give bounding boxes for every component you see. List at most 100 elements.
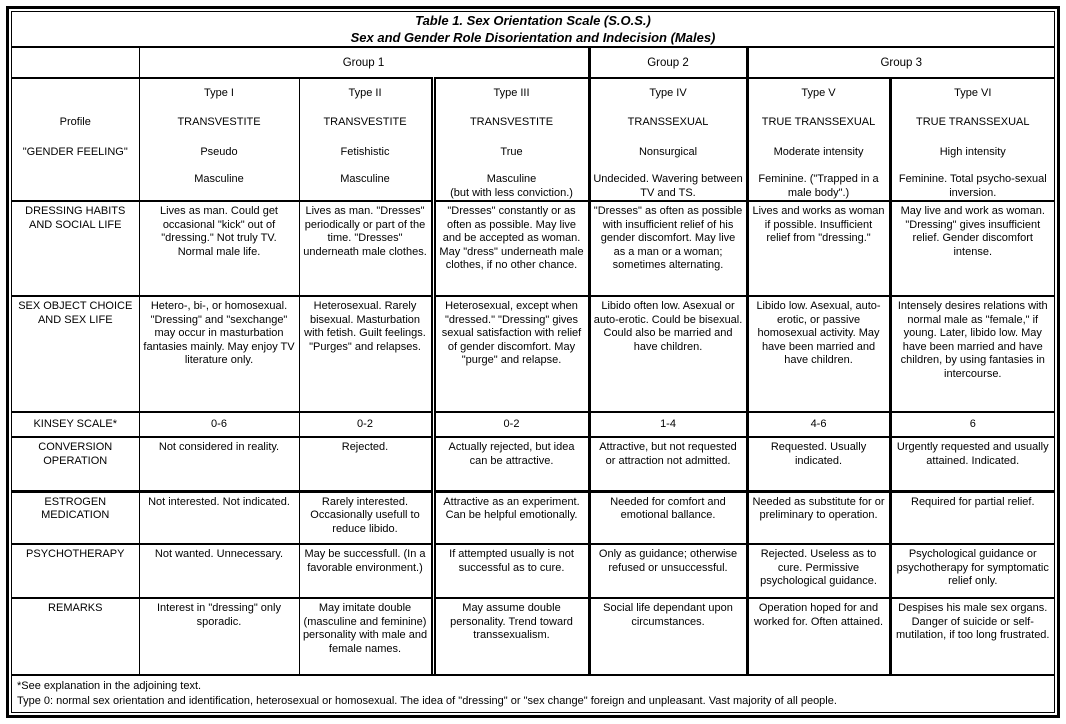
- cell-kinsey-t5: 4-6: [745, 411, 891, 437]
- footnote-type0: Type 0: normal sex orientation and ident…: [17, 695, 837, 707]
- profile-label: Profile: [59, 116, 91, 128]
- cell-sex-t1: Hetero-, bi-, or homosexual. "Dressing" …: [138, 295, 299, 412]
- type2-subtype: Fetishistic: [340, 146, 390, 158]
- table-title: Table 1. Sex Orientation Scale (S.O.S.) …: [12, 12, 1054, 48]
- cell-remarks-t6: Despises his male sex organs. Danger of …: [888, 597, 1054, 674]
- type4-subtype: Nonsurgical: [638, 146, 698, 158]
- group-header-row: Group 1 Group 2 Group 3: [12, 48, 1054, 78]
- type3-name: TRANSVESTITE: [469, 116, 554, 128]
- cell-remarks-t1: Interest in "dressing" only sporadic.: [138, 597, 299, 674]
- cell-remarks-t5: Operation hoped for and worked for. Ofte…: [745, 597, 891, 674]
- group3-header: Group 3: [745, 48, 1054, 78]
- cell-conversion-t3: Actually rejected, but idea can be attra…: [430, 436, 590, 491]
- type5-heading: Type V: [801, 87, 836, 99]
- cell-estrogen-t1: Not interested. Not indicated.: [138, 489, 299, 544]
- type3-subtype: True: [500, 146, 523, 158]
- cell-psych-t2: May be successfull. (In a favorable envi…: [298, 543, 433, 598]
- cell-psych-t3: If attempted usually is not successful a…: [430, 543, 590, 598]
- cell-remarks-t2: May imitate double (masculine and femini…: [298, 597, 433, 674]
- type5-subtype: Moderate intensity: [773, 146, 864, 158]
- type1-subtype: Pseudo: [200, 146, 238, 158]
- cell-psych-t4: Only as guidance; otherwise refused or u…: [587, 543, 748, 598]
- type3-feeling: Masculine (but with less conviction.): [450, 173, 573, 199]
- cell-estrogen-t4: Needed for comfort and emotional ballanc…: [587, 489, 748, 544]
- cell-estrogen-t5: Needed as substitute for or preliminary …: [745, 489, 891, 544]
- cell-dressing-t5: Lives and works as woman if possible. In…: [745, 200, 891, 296]
- profile-type3: Type III TRANSVESTITE True Masculine (bu…: [430, 77, 590, 201]
- type1-feeling: Masculine: [194, 173, 244, 185]
- profile-type5: Type V TRUE TRANSSEXUAL Moderate intensi…: [745, 77, 891, 201]
- type6-subtype: High intensity: [939, 146, 1006, 158]
- cell-kinsey-t6: 6: [888, 411, 1054, 437]
- type6-heading: Type VI: [954, 87, 992, 99]
- type4-name: TRANSSEXUAL: [627, 116, 709, 128]
- cell-estrogen-t2: Rarely interested. Occasionally usefull …: [298, 489, 433, 544]
- type2-name: TRANSVESTITE: [323, 116, 407, 128]
- cell-sex-t4: Libido often low. Asexual or auto-erotic…: [587, 295, 748, 412]
- table-title-line2: Sex and Gender Role Disorientation and I…: [350, 30, 716, 45]
- type2-feeling: Masculine: [340, 173, 390, 185]
- dressing-row: DRESSING HABITS AND SOCIAL LIFE Lives as…: [12, 200, 1054, 296]
- cell-psych-t5: Rejected. Useless as to cure. Permissive…: [745, 543, 891, 598]
- type5-name: TRUE TRANSSEXUAL: [761, 116, 876, 128]
- cell-dressing-t1: Lives as man. Could get occasional "kick…: [138, 200, 299, 296]
- row-label-sex-object: SEX OBJECT CHOICE AND SEX LIFE: [12, 295, 139, 412]
- gender-feeling-label: "GENDER FEELING": [22, 146, 128, 158]
- type5-feeling: Feminine. ("Trapped in a male body".): [758, 173, 879, 199]
- row-label-remarks: REMARKS: [12, 597, 139, 674]
- row-label-conversion: CONVERSION OPERATION: [12, 436, 139, 491]
- table-footnotes: *See explanation in the adjoining text. …: [12, 674, 1054, 712]
- group-row-empty-cell: [12, 48, 139, 78]
- table-title-line1: Table 1. Sex Orientation Scale (S.O.S.): [415, 13, 651, 28]
- cell-remarks-t4: Social life dependant upon circumstances…: [587, 597, 748, 674]
- cell-kinsey-t3: 0-2: [430, 411, 590, 437]
- type1-name: TRANSVESTITE: [177, 116, 261, 128]
- cell-sex-t5: Libido low. Asexual, auto-erotic, or pas…: [745, 295, 891, 412]
- type4-feeling: Undecided. Wavering between TV and TS.: [593, 173, 743, 199]
- cell-conversion-t5: Requested. Usually indicated.: [745, 436, 891, 491]
- cell-conversion-t4: Attractive, but not requested or attract…: [587, 436, 748, 491]
- estrogen-row: ESTROGEN MEDICATION Not interested. Not …: [12, 489, 1054, 544]
- cell-dressing-t3: "Dresses" constantly or as often as poss…: [430, 200, 590, 296]
- cell-dressing-t4: "Dresses" as often as possible with insu…: [587, 200, 748, 296]
- cell-conversion-t6: Urgently requested and usually attained.…: [888, 436, 1054, 491]
- row-label-kinsey: KINSEY SCALE*: [12, 411, 139, 437]
- cell-estrogen-t3: Attractive as an experiment. Can be help…: [430, 489, 590, 544]
- cell-estrogen-t6: Required for partial relief.: [888, 489, 1054, 544]
- row-label-profile: Profile "GENDER FEELING": [12, 77, 139, 201]
- table-inner-frame: Table 1. Sex Orientation Scale (S.O.S.) …: [11, 11, 1055, 713]
- row-label-psychotherapy: PSYCHOTHERAPY: [12, 543, 139, 598]
- cell-sex-t2: Heterosexual. Rarely bisexual. Masturbat…: [298, 295, 433, 412]
- group1-header: Group 1: [138, 48, 590, 78]
- cell-kinsey-t4: 1-4: [587, 411, 748, 437]
- kinsey-row: KINSEY SCALE* 0-6 0-2 0-2 1-4 4-6 6: [12, 411, 1054, 437]
- group2-header: Group 2: [587, 48, 748, 78]
- type3-heading: Type III: [493, 87, 530, 99]
- cell-conversion-t2: Rejected.: [298, 436, 433, 491]
- footnote-asterisk: *See explanation in the adjoining text.: [17, 680, 202, 692]
- cell-psych-t1: Not wanted. Unnecessary.: [138, 543, 299, 598]
- table-outer-frame: Table 1. Sex Orientation Scale (S.O.S.) …: [6, 6, 1060, 718]
- profile-type1: Type I TRANSVESTITE Pseudo Masculine: [138, 77, 299, 201]
- sos-table: Group 1 Group 2 Group 3 Profile "GENDER …: [12, 48, 1054, 674]
- profile-type6: Type VI TRUE TRANSSEXUAL High intensity …: [888, 77, 1054, 201]
- row-label-dressing: DRESSING HABITS AND SOCIAL LIFE: [12, 200, 139, 296]
- row-label-estrogen: ESTROGEN MEDICATION: [12, 489, 139, 544]
- cell-conversion-t1: Not considered in reality.: [138, 436, 299, 491]
- cell-kinsey-t2: 0-2: [298, 411, 433, 437]
- type1-heading: Type I: [204, 87, 234, 99]
- profile-type4: Type IV TRANSSEXUAL Nonsurgical Undecide…: [587, 77, 748, 201]
- psychotherapy-row: PSYCHOTHERAPY Not wanted. Unnecessary. M…: [12, 543, 1054, 598]
- cell-remarks-t3: May assume double personality. Trend tow…: [430, 597, 590, 674]
- type4-heading: Type IV: [649, 87, 687, 99]
- cell-psych-t6: Psychological guidance or psychotherapy …: [888, 543, 1054, 598]
- cell-sex-t6: Intensely desires relations with normal …: [888, 295, 1054, 412]
- cell-dressing-t6: May live and work as woman. "Dressing" g…: [888, 200, 1054, 296]
- remarks-row: REMARKS Interest in "dressing" only spor…: [12, 597, 1054, 674]
- cell-dressing-t2: Lives as man. "Dresses" periodically or …: [298, 200, 433, 296]
- conversion-row: CONVERSION OPERATION Not considered in r…: [12, 436, 1054, 491]
- type6-feeling: Feminine. Total psycho-sexual inversion.: [898, 173, 1047, 199]
- type6-name: TRUE TRANSSEXUAL: [916, 116, 1030, 128]
- profile-type2: Type II TRANSVESTITE Fetishistic Masculi…: [298, 77, 433, 201]
